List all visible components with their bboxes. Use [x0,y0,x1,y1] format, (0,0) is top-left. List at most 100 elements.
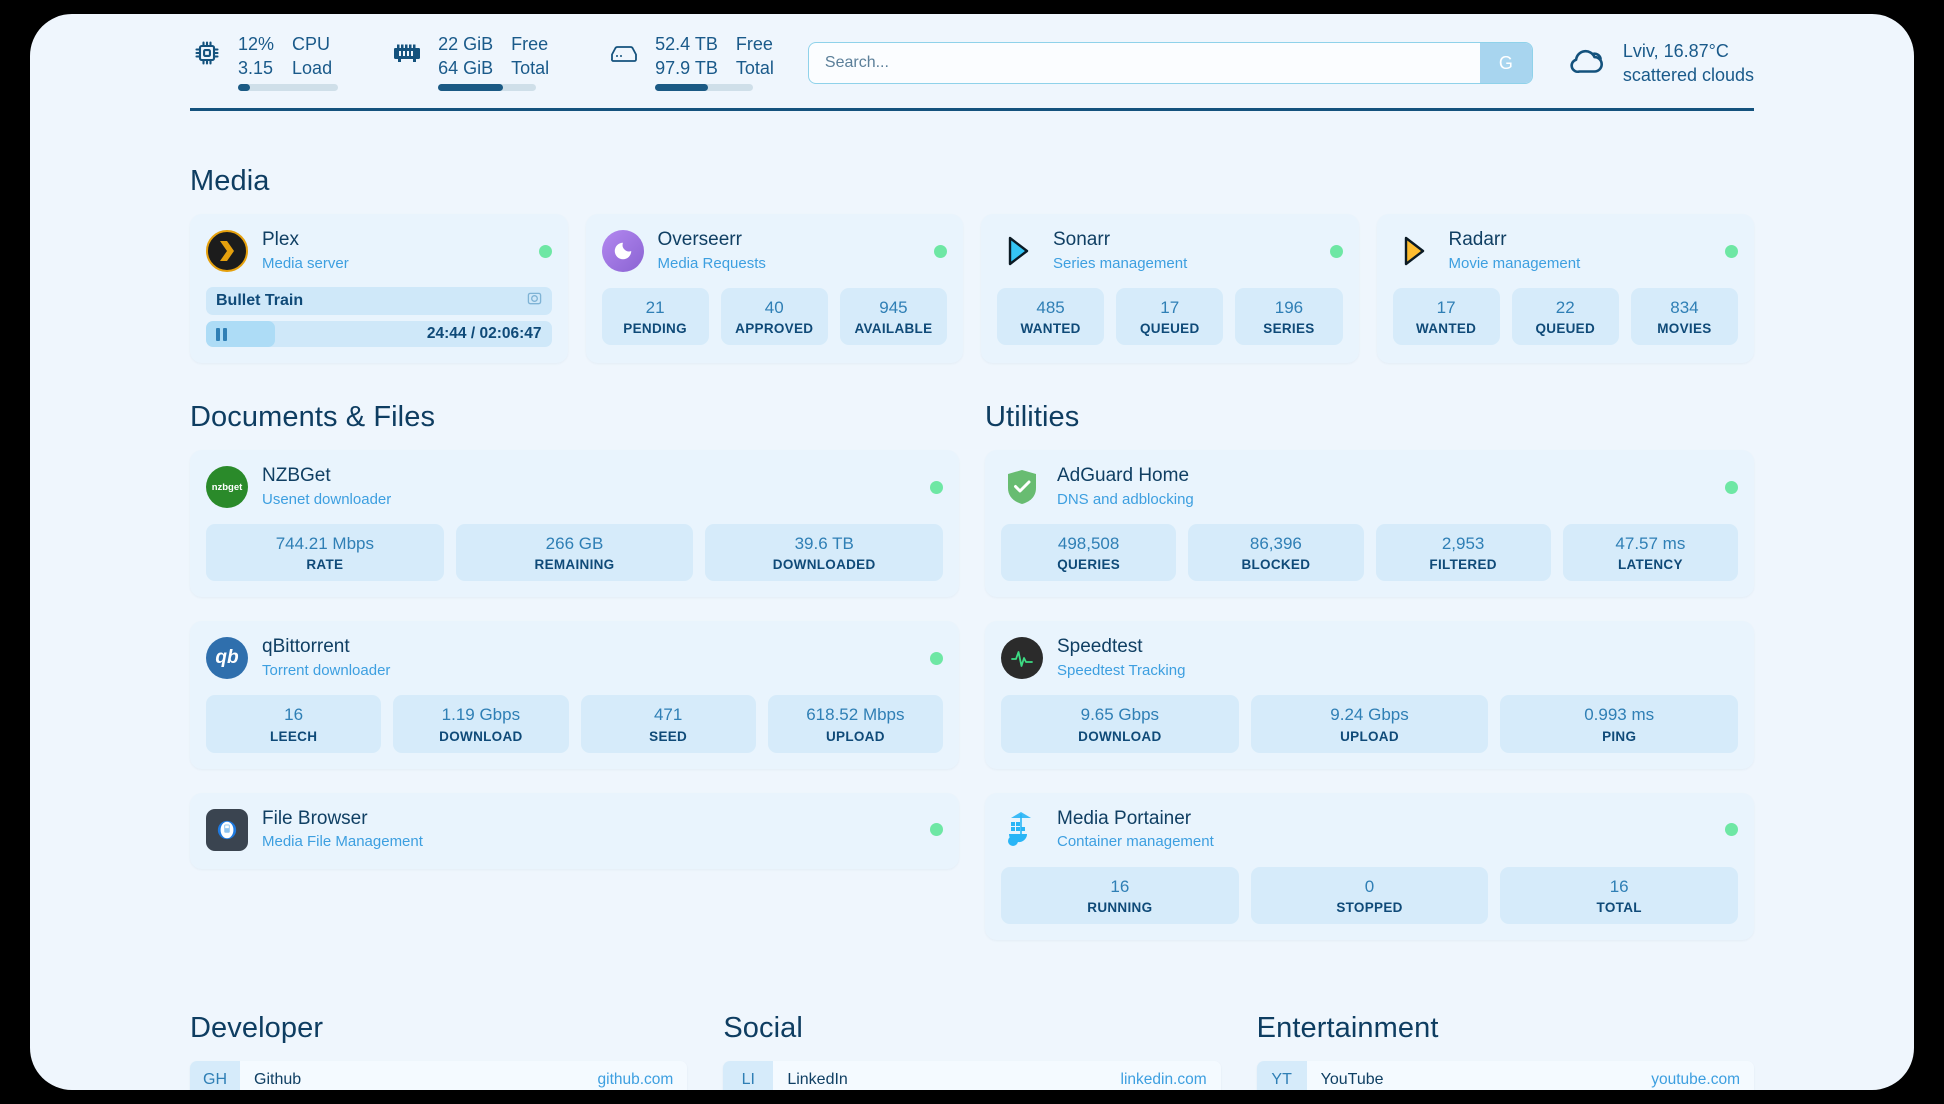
ram-label-top: Free [511,34,549,55]
documents-section-title: Documents & Files [190,401,436,433]
sonarr-logo-icon [997,230,1039,272]
sonarr-name: Sonarr [1053,229,1111,250]
search-input[interactable] [808,43,1480,83]
sonarr-stats: 485 WANTED 17 QUEUED 196 SERIES [997,288,1343,346]
service-card-speedtest[interactable]: Speedtest Speedtest Tracking 9.65 Gbps D… [985,621,1754,769]
overseerr-name: Overseerr [657,229,742,250]
speedtest-logo-icon [1001,637,1043,680]
stat-value: 16 [1110,876,1130,896]
stat-label: BLOCKED [1241,557,1311,573]
stat-label: FILTERED [1429,557,1497,573]
ram-icon [390,33,424,73]
speedtest-name: Speedtest [1057,636,1143,658]
plex-progress-bar[interactable]: 24:44 / 02:06:47 [206,321,552,347]
sonarr-status-indicator [1329,244,1343,258]
service-card-sonarr[interactable]: Sonarr Series management 485 WANTED 17 Q… [981,214,1359,363]
radarr-logo-icon [1393,230,1435,272]
stat-label: WANTED [1020,321,1081,337]
weather-widget[interactable]: Lviv, 16.87°C scattered clouds [1567,39,1754,87]
bookmark-group-social: Social LI LinkedIn linkedin.com TW Twitt… [723,1011,1221,1090]
bookmark-item[interactable]: YT YouTube youtube.com [1256,1060,1754,1090]
adguard-name: AdGuard Home [1057,465,1190,486]
bookmark-item[interactable]: GH Github github.com [190,1060,688,1090]
stat-value: 196 [1274,298,1304,317]
stat-value: 1.19 Gbps [441,705,521,725]
stat-item: 471 SEED [580,695,756,753]
stat-value: 834 [1670,298,1699,317]
stat-value: 16 [284,705,304,725]
stat-item: 1.19 Gbps DOWNLOAD [393,695,569,753]
stat-label: SERIES [1263,321,1315,337]
portainer-status-indicator [1725,823,1738,836]
service-card-radarr[interactable]: Radarr Movie management 17 WANTED 22 QUE… [1376,214,1754,363]
bookmark-group-entertainment: Entertainment YT YouTube youtube.com NF … [1256,1011,1754,1090]
bookmark-group-title: Developer [190,1011,324,1044]
stat-label: QUERIES [1057,557,1121,573]
lower-sections: Documents & Files nzbget NZBGet Usenet d… [190,401,1754,940]
radarr-status-indicator [1725,244,1738,258]
stat-item: 618.52 Mbps UPLOAD [767,695,943,753]
disk-meter: 52.4 TB 97.9 TB Free Total [655,33,774,93]
search-box[interactable]: G [807,42,1533,84]
file-browser-desc: Media File Management [262,833,423,851]
bookmark-abbr: GH [190,1060,240,1090]
pause-icon[interactable] [216,327,227,341]
service-card-overseerr[interactable]: Overseerr Media Requests 21 PENDING 40 A… [585,214,963,363]
stat-item: 16 RUNNING [1001,866,1239,924]
stat-label: QUEUED [1139,321,1200,337]
bookmark-group-title: Entertainment [1256,1011,1439,1044]
stat-label: STOPPED [1336,899,1403,915]
cpu-icon [190,33,224,73]
ram-label-bottom: Total [511,58,550,78]
cpu-label-top: CPU [292,34,331,55]
weather-condition: scattered clouds [1622,65,1754,85]
nzbget-logo-icon: nzbget [206,466,248,508]
stat-value: 40 [764,298,784,317]
stat-item: 86,396 BLOCKED [1188,524,1364,582]
header: 12% 3.15 CPU Load [190,14,1754,91]
bookmark-name: LinkedIn [787,1070,848,1088]
stat-label: MOVIES [1657,321,1712,337]
ram-value-bottom: 64 GiB [438,58,494,78]
stat-item: 17 QUEUED [1116,288,1224,346]
plex-now-playing-title: Bullet Train [216,292,304,309]
bookmarks-section: Developer GH Github github.com SO StackO… [190,1012,1754,1090]
service-card-plex[interactable]: Plex Media server Bullet Train [190,214,568,363]
stat-label: RATE [306,557,344,573]
stat-item: 744.21 Mbps RATE [206,524,444,582]
stat-label: APPROVED [735,321,814,337]
stat-item: 196 SERIES [1235,288,1343,346]
stat-value: 17 [1160,298,1180,317]
documents-section: Documents & Files nzbget NZBGet Usenet d… [190,401,959,940]
bookmark-abbr: LI [723,1060,774,1090]
service-card-file-browser[interactable]: File Browser Media File Management [190,792,959,869]
service-card-adguard-home[interactable]: AdGuard Home DNS and adblocking 498,508 … [985,450,1754,598]
bookmark-name: Github [254,1070,302,1088]
bookmark-group-developer: Developer GH Github github.com SO StackO… [190,1011,688,1090]
utilities-section: Utilities AdGuard Home DNS and adblockin… [985,401,1754,940]
stat-label: UPLOAD [825,728,885,744]
search-submit-button[interactable]: G [1479,43,1532,83]
stat-value: 16 [1609,876,1629,896]
overseerr-status-indicator [934,244,947,258]
stat-value: 266 GB [545,534,604,553]
stat-value: 2,953 [1441,534,1485,553]
overseerr-stats: 21 PENDING 40 APPROVED 945 AVAILABLE [601,288,948,346]
bookmark-group-title: Social [723,1011,803,1044]
stat-item: 945 AVAILABLE [839,288,948,346]
plex-cast-icon[interactable] [527,291,542,311]
service-card-nzbget[interactable]: nzbget NZBGet Usenet downloader 744.21 M… [190,450,959,598]
stat-item: 16 LEECH [206,695,382,753]
stat-value: 21 [645,298,665,317]
cpu-label-bottom: Load [292,58,333,78]
speedtest-stats: 9.65 Gbps DOWNLOAD 9.24 Gbps UPLOAD 0.99… [1001,695,1739,753]
portainer-stats: 16 RUNNING 0 STOPPED 16 TOTAL [1001,866,1739,924]
bookmark-name: YouTube [1320,1070,1384,1088]
service-card-qbittorrent[interactable]: qb qBittorrent Torrent downloader 16 LEE… [190,621,959,769]
service-card-media-portainer[interactable]: Media Portainer Container management 16 … [985,792,1754,940]
stat-value: 86,396 [1249,534,1302,553]
disk-icon [607,33,641,73]
bookmark-item[interactable]: LI LinkedIn linkedin.com [723,1060,1221,1090]
disk-bar-fill [655,83,709,91]
stat-label: WANTED [1415,321,1477,337]
